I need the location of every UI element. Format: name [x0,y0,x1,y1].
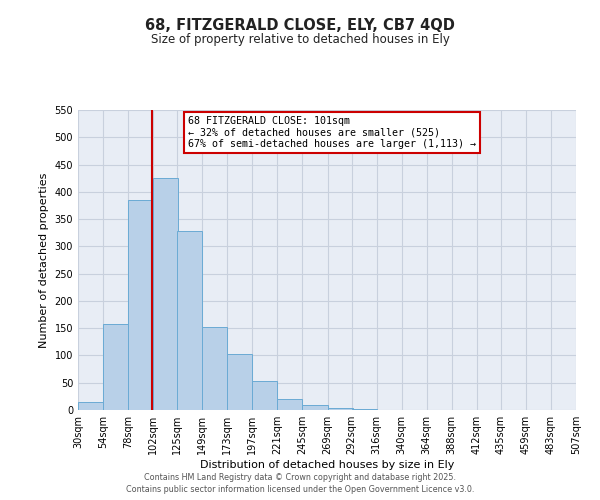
Bar [177,231,202,410]
X-axis label: Distribution of detached houses by size in Ely: Distribution of detached houses by size … [200,460,454,470]
Bar [78,402,103,410]
Bar [153,178,178,410]
Text: 68 FITZGERALD CLOSE: 101sqm
← 32% of detached houses are smaller (525)
67% of se: 68 FITZGERALD CLOSE: 101sqm ← 32% of det… [188,116,476,149]
Bar [302,404,328,410]
Bar [328,408,353,410]
Text: 68, FITZGERALD CLOSE, ELY, CB7 4QD: 68, FITZGERALD CLOSE, ELY, CB7 4QD [145,18,455,32]
Text: Contains public sector information licensed under the Open Government Licence v3: Contains public sector information licen… [126,485,474,494]
Bar [103,324,128,410]
Bar [253,380,277,410]
Y-axis label: Number of detached properties: Number of detached properties [39,172,49,348]
Bar [128,200,153,410]
Bar [227,354,253,410]
Bar [277,399,302,410]
Bar [202,327,227,410]
Text: Contains HM Land Registry data © Crown copyright and database right 2025.: Contains HM Land Registry data © Crown c… [144,472,456,482]
Text: Size of property relative to detached houses in Ely: Size of property relative to detached ho… [151,32,449,46]
